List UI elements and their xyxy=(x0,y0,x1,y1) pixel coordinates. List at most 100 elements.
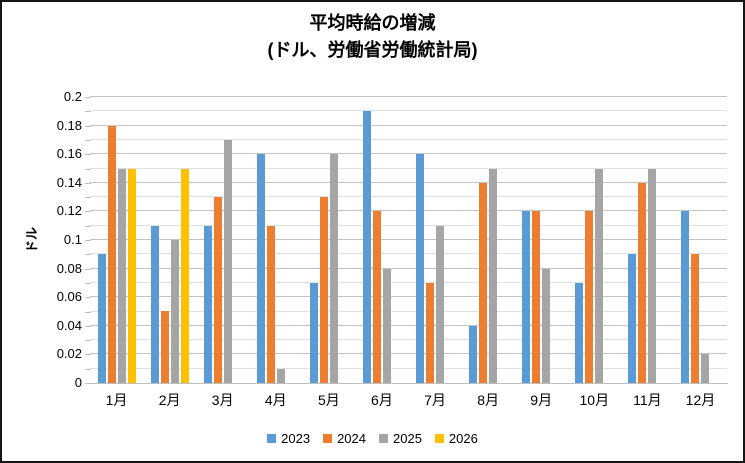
y-axis-tick xyxy=(85,139,91,141)
y-axis-tick-label: 0 xyxy=(74,375,82,390)
gridline-minor xyxy=(90,224,727,226)
bar-2023-4月 xyxy=(256,154,265,383)
y-axis-tick-label: 0.14 xyxy=(56,174,82,190)
bar-2023-11月 xyxy=(628,254,637,383)
y-axis-tick-label: 0.18 xyxy=(56,117,82,133)
gridline-minor xyxy=(90,138,727,140)
bar-2023-2月 xyxy=(150,226,159,383)
gridline-minor xyxy=(90,167,727,169)
bar-2023-9月 xyxy=(522,211,531,383)
legend-label: 2023 xyxy=(281,431,311,446)
bar-group-10月 xyxy=(568,97,621,383)
legend-item-2023: 2023 xyxy=(267,432,310,445)
y-axis-tick xyxy=(85,125,91,127)
bar-2023-3月 xyxy=(203,226,212,383)
bar-group-7月 xyxy=(409,97,462,383)
y-axis-tick xyxy=(85,268,91,270)
bar-2025-6月 xyxy=(382,269,391,383)
legend: 2023 2024 2025 2026 xyxy=(2,432,743,445)
y-axis-tick-label: 0.04 xyxy=(56,317,82,333)
gridline-minor xyxy=(90,310,727,312)
legend-item-2024: 2024 xyxy=(323,432,366,445)
y-axis-tick xyxy=(85,211,91,213)
legend-swatch-2023 xyxy=(267,434,277,443)
bar-group-4月 xyxy=(249,97,302,383)
x-axis-line xyxy=(90,383,728,384)
bar-2024-4月 xyxy=(266,226,275,383)
bar-2025-7月 xyxy=(436,226,445,383)
gridline-major xyxy=(90,181,727,183)
bar-2024-5月 xyxy=(319,197,328,383)
x-axis-label: 4月 xyxy=(264,392,287,408)
bar-2025-9月 xyxy=(542,269,551,383)
y-axis-tick-label: 0.2 xyxy=(63,89,82,104)
gridline-major xyxy=(90,124,727,126)
bar-2024-11月 xyxy=(638,183,647,383)
y-axis-tick xyxy=(85,254,91,256)
x-axis-label: 6月 xyxy=(371,392,393,408)
bar-2026-2月 xyxy=(180,169,189,383)
bar-group-3月 xyxy=(196,97,249,383)
bar-2023-5月 xyxy=(309,283,318,383)
legend-label: 2026 xyxy=(448,431,478,446)
y-axis-tick-label: 0.08 xyxy=(56,260,82,276)
gridline-minor xyxy=(90,110,727,112)
plot-area xyxy=(90,96,727,383)
gridline-minor xyxy=(90,367,727,369)
y-axis-tick-label: 0.16 xyxy=(56,146,82,162)
legend-item-2025: 2025 xyxy=(379,432,422,445)
bar-group-8月 xyxy=(462,97,515,383)
bar-2024-2月 xyxy=(160,311,169,383)
gridline-major xyxy=(90,96,727,97)
y-axis-tick xyxy=(85,111,91,113)
x-axis-label: 9月 xyxy=(530,392,553,408)
gridline-major xyxy=(90,267,727,269)
gridline-minor xyxy=(90,196,727,198)
gridline-major xyxy=(90,296,727,298)
bar-2023-12月 xyxy=(681,211,690,383)
y-axis-tick xyxy=(85,368,91,370)
bar-2024-3月 xyxy=(213,197,222,383)
bar-2023-8月 xyxy=(469,326,478,383)
y-axis-tick xyxy=(85,182,91,184)
gridline-minor xyxy=(90,253,727,255)
y-axis-tick-label: 0.06 xyxy=(56,289,82,305)
bar-2024-9月 xyxy=(532,211,541,383)
gridline-minor xyxy=(90,281,727,283)
legend-swatch-2026 xyxy=(434,434,444,443)
bar-2024-6月 xyxy=(372,211,381,383)
x-axis-label: 5月 xyxy=(317,392,340,408)
y-axis-tick xyxy=(85,225,91,227)
chart-title-line1: 平均時給の増減 xyxy=(309,13,436,33)
bar-2023-6月 xyxy=(362,111,371,383)
bar-2025-10月 xyxy=(595,169,604,383)
chart-title-line2: (ドル、労働省労働統計局) xyxy=(267,40,478,60)
y-axis-tick xyxy=(85,297,91,299)
legend-label: 2025 xyxy=(393,431,422,446)
y-axis-tick xyxy=(85,383,91,384)
y-axis-tick xyxy=(85,282,91,284)
bar-group-11月 xyxy=(621,97,674,383)
legend-item-2026: 2026 xyxy=(434,431,478,446)
gridline-major xyxy=(90,324,727,326)
bar-group-2月 xyxy=(143,97,196,383)
x-axis-label: 8月 xyxy=(477,392,500,408)
bar-2023-10月 xyxy=(575,283,584,383)
legend-swatch-2025 xyxy=(379,434,388,443)
y-axis-tick xyxy=(85,340,91,342)
y-axis-tick xyxy=(85,168,91,170)
bar-2024-8月 xyxy=(479,183,488,383)
bar-group-12月 xyxy=(674,97,727,383)
x-axis-label: 11月 xyxy=(633,392,662,408)
y-axis-tick xyxy=(85,197,91,199)
bar-2025-1月 xyxy=(117,169,126,383)
bar-2026-1月 xyxy=(127,169,136,383)
bar-group-6月 xyxy=(355,97,408,383)
bar-2025-5月 xyxy=(329,154,338,383)
bar-2025-2月 xyxy=(170,240,179,383)
bar-2024-7月 xyxy=(426,283,435,383)
x-axis-label: 2月 xyxy=(158,392,181,408)
bar-group-1月 xyxy=(90,97,143,383)
y-axis-tick-label: 0.1 xyxy=(63,232,82,247)
